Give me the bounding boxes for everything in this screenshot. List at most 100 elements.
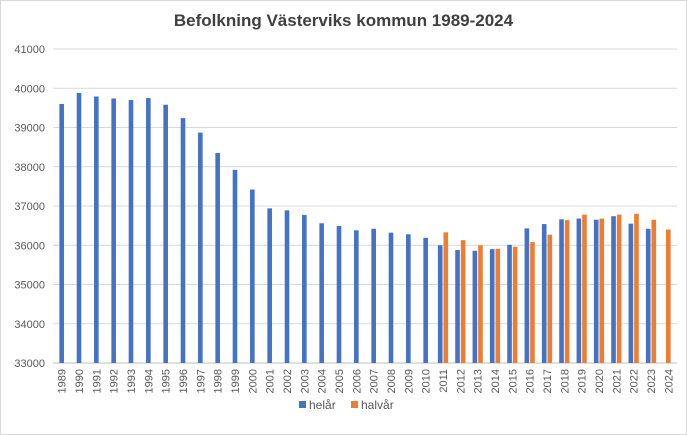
bar-helar [354, 230, 359, 363]
x-tick-label: 1993 [126, 369, 138, 393]
legend-swatch-helar [299, 401, 306, 408]
x-tick-label: 2022 [629, 369, 641, 393]
bar-helar [507, 244, 512, 363]
x-tick-label: 2013 [473, 369, 485, 393]
bar-helar [455, 249, 460, 363]
x-tick-label: 2016 [525, 369, 537, 393]
x-tick-label: 2006 [351, 369, 363, 393]
bar-helar [146, 98, 151, 363]
x-tick-label: 2001 [265, 369, 277, 393]
bar-halvar [547, 234, 553, 363]
x-tick-label: 1994 [143, 369, 155, 393]
x-tick-label: 2012 [455, 369, 467, 393]
x-tick-label: 2008 [386, 369, 398, 393]
bar-halvar [616, 214, 622, 363]
bar-helar [250, 189, 255, 363]
x-tick-label: 2009 [403, 369, 415, 393]
bar-helar [232, 169, 238, 363]
bar-helar [489, 249, 495, 363]
legend-label-helar: helår [309, 398, 336, 412]
bar-helar [611, 216, 616, 363]
x-tick-label: 1995 [161, 369, 173, 393]
bar-helar [215, 153, 220, 363]
bar-helar [628, 223, 634, 363]
x-tick-label: 1997 [195, 369, 207, 393]
chart-title: Befolkning Västerviks kommun 1989-2024 [173, 11, 514, 30]
y-tick-label: 38000 [14, 162, 45, 174]
x-tick-label: 2015 [507, 369, 519, 393]
x-tick-label: 2023 [646, 369, 658, 393]
bar-helar [267, 208, 272, 363]
y-tick-label: 37000 [14, 201, 45, 213]
y-tick-label: 36000 [14, 240, 45, 252]
x-tick-label: 2010 [421, 369, 433, 393]
bar-helar [388, 232, 394, 363]
y-tick-label: 40000 [14, 83, 45, 95]
bar-helar [559, 219, 564, 363]
bar-helar [128, 100, 134, 364]
bar-halvar [512, 246, 518, 363]
bar-halvar [478, 245, 483, 363]
bar-helar [111, 98, 116, 363]
bar-halvar [443, 232, 449, 363]
bar-helar [472, 250, 478, 363]
bar-helar [94, 96, 99, 364]
x-tick-label: 2024 [663, 369, 675, 393]
bar-helar [284, 210, 290, 363]
x-tick-label: 1996 [178, 369, 190, 393]
bar-halvar [564, 220, 570, 363]
x-tick-label: 2011 [438, 369, 450, 393]
x-tick-label: 1992 [109, 369, 121, 393]
x-tick-label: 1989 [57, 369, 69, 393]
legend-label-halvar: halvår [361, 398, 394, 412]
bar-helar [541, 224, 547, 363]
bar-helar [423, 237, 428, 363]
bar-helar [524, 228, 530, 363]
x-tick-label: 2002 [282, 369, 294, 393]
x-tick-label: 2021 [611, 369, 623, 393]
y-tick-label: 35000 [14, 280, 45, 292]
bar-halvar [495, 248, 501, 363]
bar-helar [59, 103, 64, 363]
x-tick-label: 2004 [317, 369, 329, 393]
bar-helar [406, 234, 411, 363]
x-tick-label: 2014 [490, 369, 502, 393]
x-tick-label: 2003 [299, 369, 311, 393]
bar-helar [371, 228, 376, 363]
x-tick-label: 1990 [74, 369, 86, 393]
bar-halvar [634, 213, 639, 363]
y-tick-label: 41000 [14, 44, 45, 56]
bar-helar [180, 118, 186, 363]
bar-helar [319, 223, 324, 363]
bar-halvar [651, 219, 657, 363]
x-tick-label: 2000 [247, 369, 259, 393]
bar-helar [336, 226, 342, 363]
x-tick-label: 1998 [213, 369, 225, 393]
bar-halvar [582, 214, 587, 363]
x-tick-label: 1991 [91, 369, 103, 393]
y-tick-label: 39000 [14, 123, 45, 135]
bar-helar [593, 219, 599, 363]
y-tick-label: 33000 [14, 358, 45, 370]
bar-helar [76, 92, 82, 364]
bar-halvar [599, 218, 605, 363]
x-tick-label: 2005 [334, 369, 346, 393]
bar-helar [437, 245, 443, 363]
bar-halvar [530, 242, 535, 363]
bar-halvar [460, 240, 466, 363]
bar-helar [198, 132, 203, 363]
bar-helar [302, 215, 307, 363]
bar-helar [645, 228, 651, 363]
x-tick-label: 2007 [369, 369, 381, 393]
y-tick-label: 34000 [14, 319, 45, 331]
x-tick-label: 1999 [230, 369, 242, 393]
bar-halvar [666, 229, 671, 363]
x-tick-label: 2018 [559, 369, 571, 393]
bar-helar [163, 104, 168, 364]
x-tick-label: 2017 [542, 369, 554, 393]
legend-swatch-halvar [351, 401, 358, 408]
x-tick-label: 2020 [594, 369, 606, 393]
x-tick-label: 2019 [577, 369, 589, 393]
